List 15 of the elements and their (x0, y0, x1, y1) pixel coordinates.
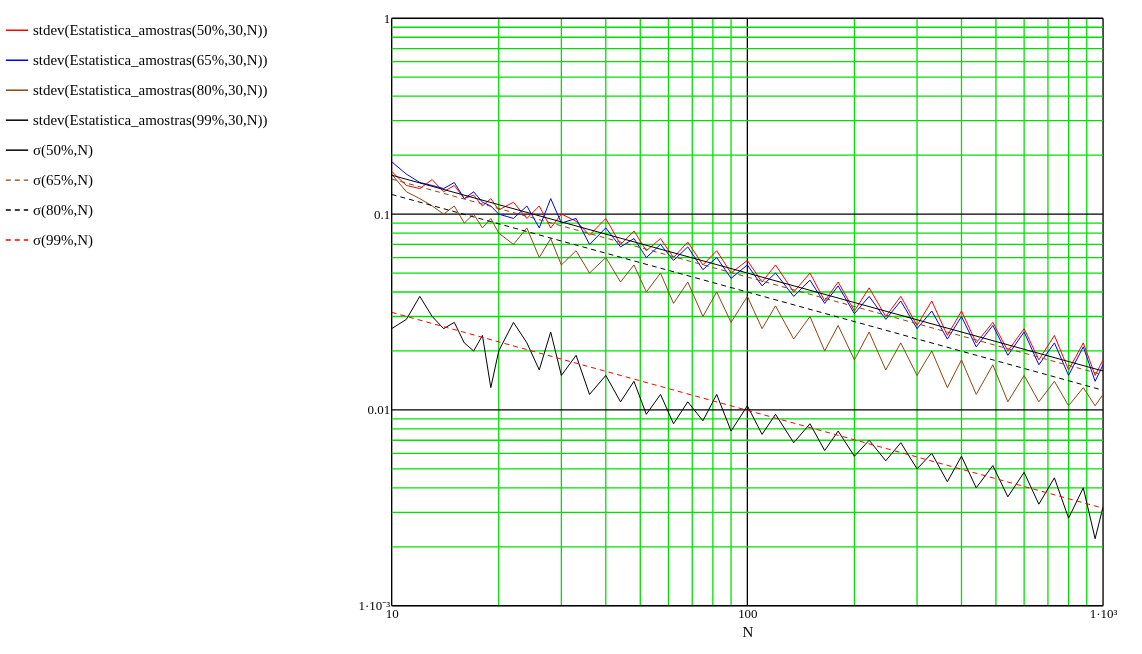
x-tick-label: 100 (738, 606, 758, 622)
legend-label: σ(50%,N) (32, 142, 94, 160)
legend-label: stdev(Estatistica_amostras(65%,30,N)) (32, 52, 268, 70)
y-tick-label: 0.01 (367, 402, 391, 418)
x-tick-label: 1·10³ (1089, 606, 1118, 622)
legend-label: σ(99%,N) (32, 232, 94, 250)
legend-label: σ(65%,N) (32, 172, 94, 190)
legend-label: stdev(Estatistica_amostras(80%,30,N)) (32, 82, 268, 100)
x-tick-label: 10 (385, 606, 399, 622)
legend-label: σ(80%,N) (32, 202, 94, 220)
legend-label: stdev(Estatistica_amostras(50%,30,N)) (32, 22, 268, 40)
legend-label: stdev(Estatistica_amostras(99%,30,N)) (32, 112, 268, 130)
y-tick-label: 1 (383, 10, 391, 26)
y-tick-label: 0.1 (373, 206, 391, 222)
x-axis-title: N (742, 624, 754, 641)
